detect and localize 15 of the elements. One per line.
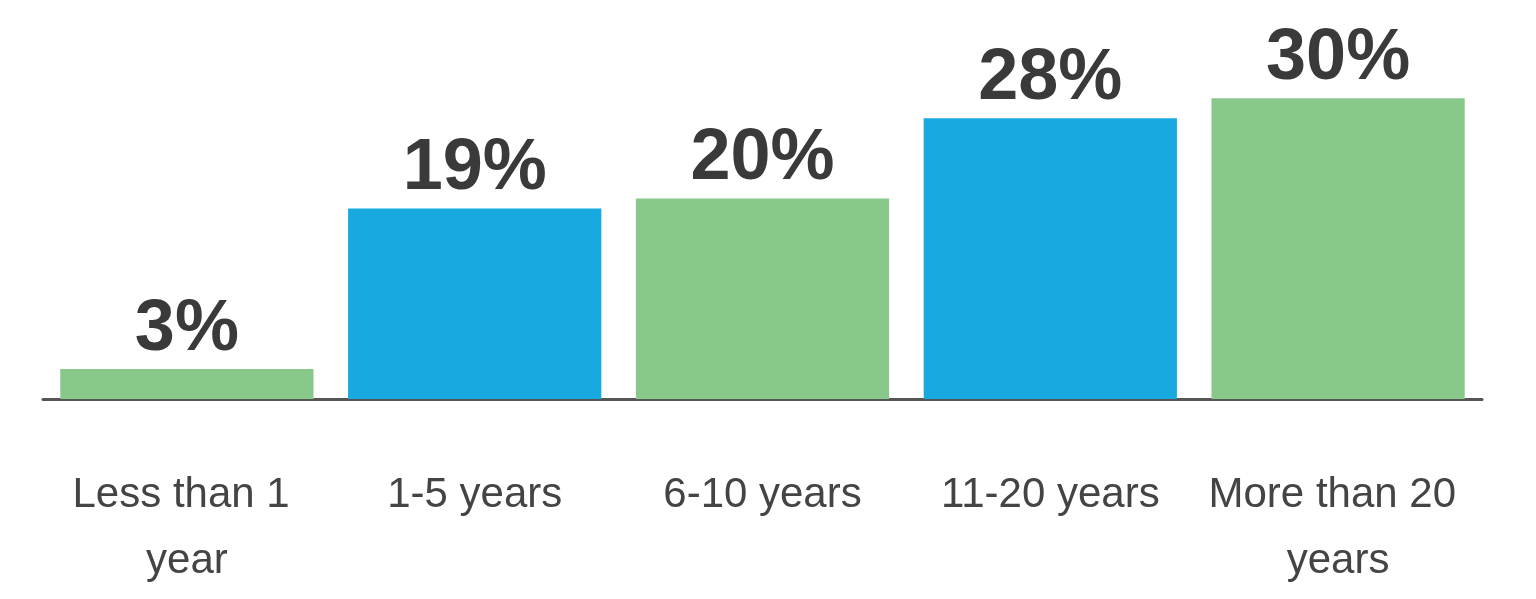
x-tick-label: 6-10 years xyxy=(663,468,862,516)
data-label: 3% xyxy=(134,284,239,365)
data-label: 19% xyxy=(402,124,547,205)
x-tick-label: 11-20 years xyxy=(940,468,1160,516)
bar xyxy=(1211,98,1465,399)
x-tick-label: Less than 1 year xyxy=(72,468,302,582)
bar xyxy=(923,118,1177,399)
data-label: 28% xyxy=(978,34,1123,115)
x-tick-label: 1-5 years xyxy=(387,468,563,516)
bar xyxy=(635,198,890,399)
data-label: 30% xyxy=(1266,14,1411,95)
x-tick-label: More than 20 years xyxy=(1208,468,1468,582)
bar xyxy=(60,368,314,399)
bar xyxy=(348,208,602,399)
data-label: 20% xyxy=(690,114,835,195)
